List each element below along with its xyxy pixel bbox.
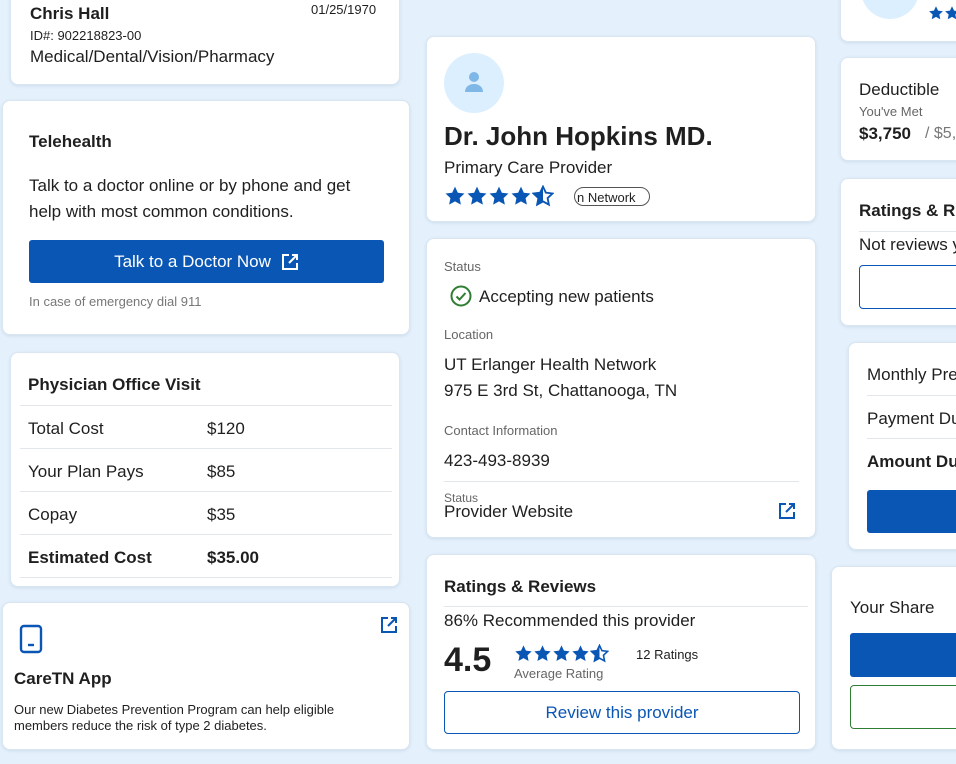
cost-row-label: Your Plan Pays xyxy=(28,462,144,481)
check-circle-icon xyxy=(450,285,472,307)
provider-website-link[interactable]: Provider Website xyxy=(444,502,574,521)
star-icon xyxy=(466,185,488,207)
app-desc-2: members reduce the risk of type 2 diabet… xyxy=(14,718,267,733)
review-provider-button[interactable]: Review this provider xyxy=(444,691,800,734)
network-badge: n Network xyxy=(574,187,650,206)
external-link-icon[interactable] xyxy=(778,502,796,520)
average-rating-value: 4.5 xyxy=(444,641,492,679)
provider-rating-stars xyxy=(444,185,554,209)
cost-row-value: $35 xyxy=(207,505,236,524)
website-label: Status xyxy=(444,491,479,505)
ratings-reviews-card: Ratings & Reviews 86% Recommended this p… xyxy=(426,554,816,750)
emergency-note: In case of emergency dial 911 xyxy=(29,294,202,309)
divider xyxy=(859,231,956,232)
deductible-total: / $5, xyxy=(925,125,956,142)
office-visit-title: Physician Office Visit xyxy=(28,375,201,394)
estimated-cost-value: $35.00 xyxy=(207,548,259,567)
location-label: Location xyxy=(444,327,494,342)
cost-row-value: $85 xyxy=(207,462,236,481)
estimated-cost-label: Estimated Cost xyxy=(28,548,152,567)
app-title: CareTN App xyxy=(14,669,112,688)
share-primary-button[interactable] xyxy=(850,633,956,677)
star-icon xyxy=(510,185,532,207)
divider xyxy=(20,534,392,535)
location-line-1: UT Erlanger Health Network xyxy=(444,355,657,374)
talk-to-doctor-button[interactable]: Talk to a Doctor Now xyxy=(29,240,384,283)
star-icon xyxy=(571,644,590,663)
recommended-text: 86% Recommended this provider xyxy=(444,611,696,630)
avatar xyxy=(861,0,919,19)
amount-due-label: Amount Du xyxy=(867,452,956,471)
member-coverage: Medical/Dental/Vision/Pharmacy xyxy=(30,47,275,66)
deductible-title: Deductible xyxy=(859,80,940,99)
external-link-icon[interactable] xyxy=(380,616,398,634)
star-icon xyxy=(552,644,571,663)
avatar xyxy=(444,53,504,113)
cost-row-value: $120 xyxy=(207,419,245,438)
cost-row-label: Total Cost xyxy=(28,419,104,438)
status-label: Status xyxy=(444,259,481,274)
star-icon xyxy=(533,644,552,663)
divider xyxy=(20,405,392,406)
divider xyxy=(444,606,808,607)
divider xyxy=(20,448,392,449)
star-icon xyxy=(488,185,510,207)
deductible-met-label: You've Met xyxy=(859,104,923,119)
star-icon xyxy=(514,644,533,663)
star-icon xyxy=(928,5,944,21)
average-rating-stars xyxy=(514,644,609,668)
deductible-card: Deductible You've Met $3,750 / $5, xyxy=(840,57,956,161)
monthly-premium-label: Monthly Pre xyxy=(867,365,956,384)
member-id: ID#: 902218823-00 xyxy=(30,28,142,43)
premium-card: Monthly Pre Payment Du Amount Du xyxy=(848,342,956,550)
status-value: Accepting new patients xyxy=(479,287,654,306)
ratings-count: 12 Ratings xyxy=(636,647,699,662)
divider xyxy=(20,491,392,492)
right-ratings-title: Ratings & Re xyxy=(859,201,956,220)
member-card: Chris Hall 01/25/1970 ID#: 902218823-00 … xyxy=(10,0,400,85)
telehealth-card: Telehealth Talk to a doctor online or by… xyxy=(2,100,410,335)
mobile-phone-icon xyxy=(19,624,43,654)
your-share-card: Your Share xyxy=(831,566,956,750)
provider-name: Dr. John Hopkins MD. xyxy=(444,121,713,151)
top-right-card xyxy=(840,0,956,42)
user-icon xyxy=(465,72,483,92)
provider-role: Primary Care Provider xyxy=(444,158,613,177)
rating-stars-partial xyxy=(928,5,956,26)
cost-row-label: Copay xyxy=(28,505,78,524)
no-reviews-text: Not reviews y xyxy=(859,235,956,254)
external-link-icon xyxy=(281,253,298,270)
location-line-2: 975 E 3rd St, Chattanooga, TN xyxy=(444,381,678,400)
star-half-icon xyxy=(590,644,609,663)
reviews-title: Ratings & Reviews xyxy=(444,577,597,596)
member-name: Chris Hall xyxy=(30,4,110,23)
average-rating-label: Average Rating xyxy=(514,666,604,681)
pay-now-button[interactable] xyxy=(867,490,956,533)
your-share-label: Your Share xyxy=(850,598,935,617)
divider xyxy=(20,577,392,578)
telehealth-desc-2: help with most common conditions. xyxy=(29,202,294,221)
app-desc-1: Our new Diabetes Prevention Program can … xyxy=(14,702,335,717)
talk-to-doctor-label: Talk to a Doctor Now xyxy=(114,251,271,271)
provider-details-card: Status Accepting new patients Location U… xyxy=(426,238,816,538)
deductible-met-value: $3,750 xyxy=(859,124,911,143)
write-review-button[interactable] xyxy=(859,265,956,309)
telehealth-title: Telehealth xyxy=(29,132,112,151)
divider xyxy=(867,438,956,439)
payment-due-label: Payment Du xyxy=(867,409,956,428)
right-ratings-card: Ratings & Re Not reviews y xyxy=(840,178,956,326)
star-icon xyxy=(444,185,466,207)
star-icon xyxy=(944,5,956,21)
divider xyxy=(444,481,799,482)
divider xyxy=(867,395,956,396)
share-secondary-button[interactable] xyxy=(850,685,956,729)
caretn-app-card[interactable]: CareTN App Our new Diabetes Prevention P… xyxy=(2,602,410,750)
phone-number[interactable]: 423-493-8939 xyxy=(444,451,550,470)
office-visit-card: Physician Office Visit Total Cost $120 Y… xyxy=(10,352,400,587)
provider-header-card: Dr. John Hopkins MD. Primary Care Provid… xyxy=(426,36,816,222)
member-dob: 01/25/1970 xyxy=(311,2,377,17)
star-half-icon xyxy=(532,185,554,207)
contact-label: Contact Information xyxy=(444,423,558,438)
telehealth-desc-1: Talk to a doctor online or by phone and … xyxy=(29,176,351,195)
